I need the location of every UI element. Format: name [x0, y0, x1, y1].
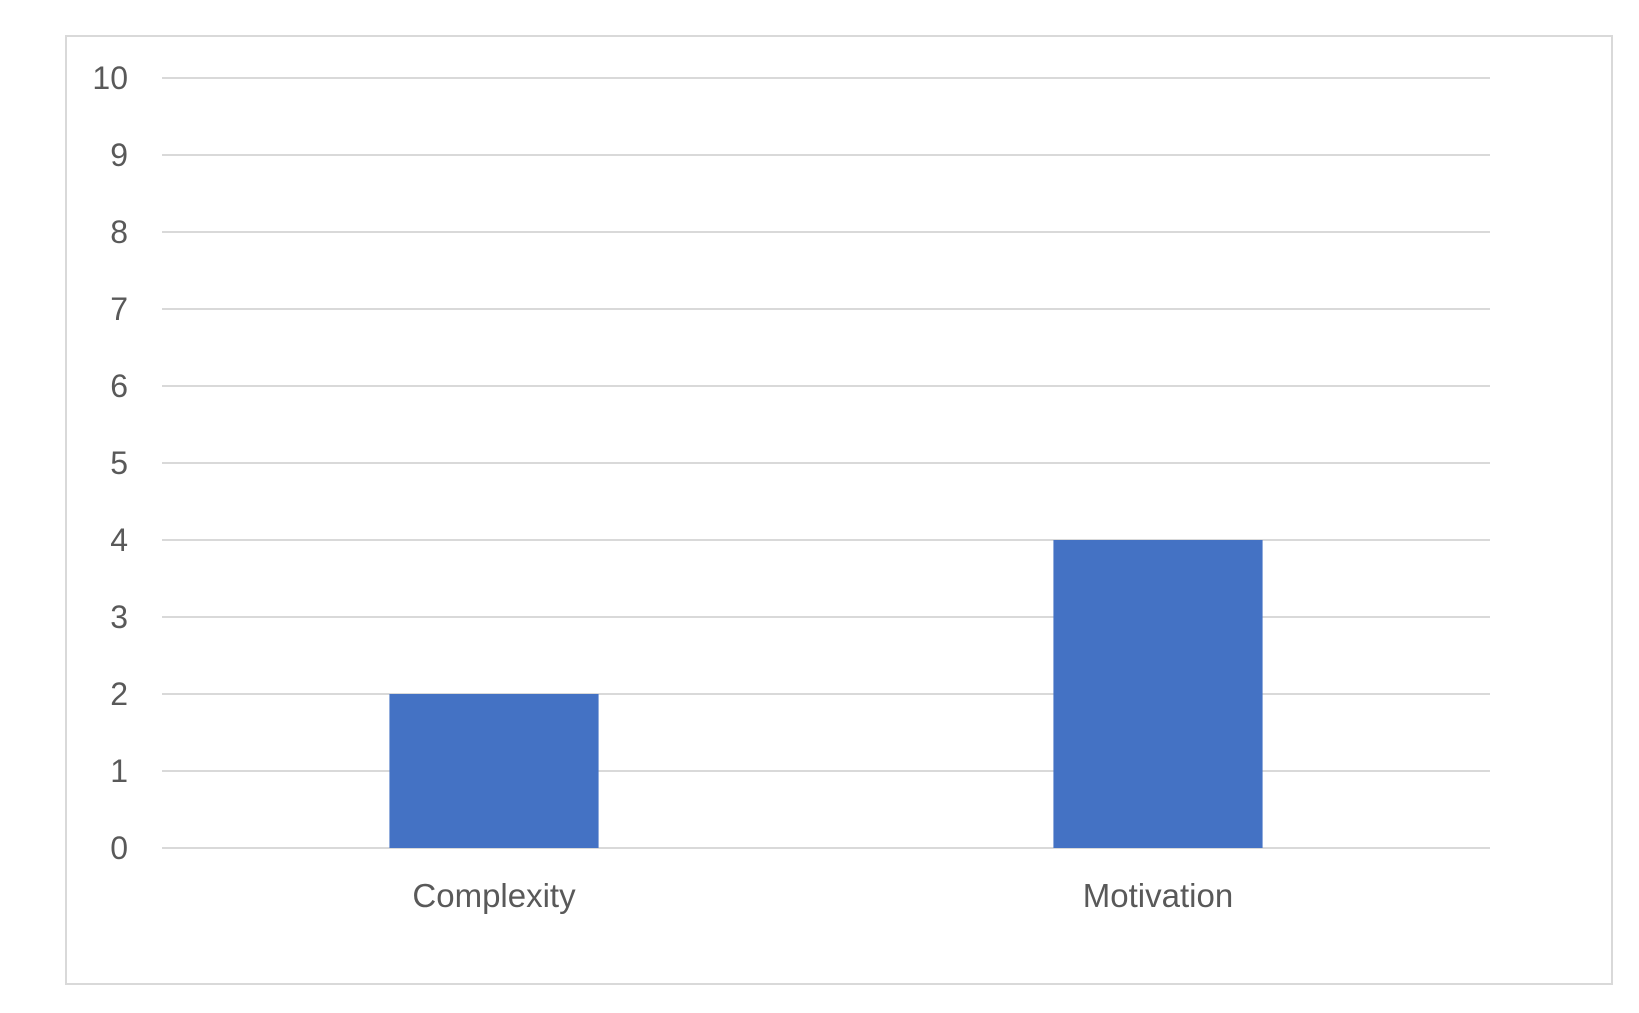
bars — [389, 540, 1263, 848]
y-tick-label-10: 10 — [92, 60, 128, 96]
y-tick-label-2: 2 — [110, 676, 128, 712]
y-tick-label-8: 8 — [110, 214, 128, 250]
x-tick-label-complexity: Complexity — [412, 877, 576, 914]
y-tick-label-3: 3 — [110, 599, 128, 635]
y-tick-label-1: 1 — [110, 753, 128, 789]
gridlines — [162, 77, 1490, 849]
x-axis-labels: Complexity Motivation — [412, 877, 1233, 914]
x-tick-label-motivation: Motivation — [1083, 877, 1233, 914]
y-axis-ticks: 0 1 2 3 4 5 6 7 8 9 10 — [92, 60, 128, 866]
y-tick-label-9: 9 — [110, 137, 128, 173]
y-tick-label-4: 4 — [110, 522, 128, 558]
y-tick-label-0: 0 — [110, 830, 128, 866]
bar-motivation — [1053, 540, 1263, 848]
y-tick-label-6: 6 — [110, 368, 128, 404]
chart-frame — [65, 35, 1613, 985]
y-tick-label-5: 5 — [110, 445, 128, 481]
y-tick-label-7: 7 — [110, 291, 128, 327]
bar-complexity — [389, 694, 599, 848]
